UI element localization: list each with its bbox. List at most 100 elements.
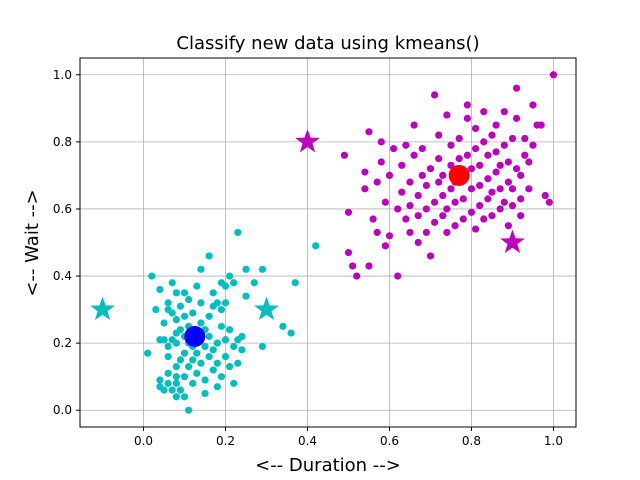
cluster-1-point xyxy=(217,305,226,314)
cluster-1-point xyxy=(168,279,176,287)
cluster-2-point xyxy=(476,181,484,190)
cluster-2-point xyxy=(430,198,439,206)
cluster-1-point xyxy=(226,272,234,280)
y-axis-label: <-- Wait --> xyxy=(22,189,43,296)
cluster-2-point xyxy=(500,141,508,149)
cluster-1-point xyxy=(172,393,180,401)
cluster-2-point xyxy=(406,178,414,186)
cluster-2-point xyxy=(451,222,459,230)
cluster-2-point xyxy=(443,205,451,213)
cluster-2-point xyxy=(414,212,422,220)
centroids xyxy=(184,164,470,347)
cluster-2-point xyxy=(476,161,484,169)
cluster-1-point xyxy=(238,332,246,341)
axis-ticks: 0.0 0.2 0.4 0.6 0.8 1.0 0.0 0.2 0.4 0.6 0.8 1.0 xyxy=(53,68,563,448)
cluster-1-point xyxy=(164,379,172,387)
cluster-2-point xyxy=(467,208,476,216)
cluster-2-point xyxy=(545,198,553,206)
cluster-1-point xyxy=(156,376,164,384)
cluster-1-point xyxy=(234,359,242,367)
cluster-1-point xyxy=(172,339,180,347)
chart-title: Classify new data using kmeans() xyxy=(176,33,479,54)
cluster-1-point xyxy=(205,332,213,341)
cluster-1-point xyxy=(172,316,180,324)
cluster-2-point xyxy=(443,111,451,119)
x-tick-label: 0.4 xyxy=(298,434,317,448)
cluster-1-point xyxy=(197,319,205,327)
cluster-2-point xyxy=(508,185,517,193)
cluster-2-point xyxy=(492,168,500,176)
new-data-points xyxy=(90,128,525,321)
cluster-2-point xyxy=(467,185,476,193)
cluster-1-point xyxy=(197,299,205,307)
y-tick-label: 1.0 xyxy=(53,68,72,82)
cluster-1-point xyxy=(221,336,230,344)
x-tick-label: 0.2 xyxy=(216,434,235,448)
y-tick-label: 0.0 xyxy=(53,403,72,417)
cluster-2-point xyxy=(422,228,430,237)
cluster-1-point xyxy=(209,289,217,297)
cluster-2-point xyxy=(517,212,525,220)
cluster-2-point xyxy=(504,178,512,186)
cluster-2-point xyxy=(496,185,504,193)
cluster-1-point xyxy=(193,369,201,377)
cluster-1-point xyxy=(189,379,197,387)
cluster-2-point xyxy=(353,272,361,280)
cluster-1-point xyxy=(217,322,226,330)
cluster-2-point xyxy=(480,215,488,223)
cluster-2-point xyxy=(344,208,353,216)
cluster-2-point xyxy=(504,222,512,230)
centroid-2 xyxy=(448,164,470,186)
cluster-2-point xyxy=(344,248,353,257)
y-tick-label: 0.6 xyxy=(53,202,72,216)
cluster-1-point xyxy=(180,312,189,320)
cluster-2-point xyxy=(426,252,435,260)
plot-frame xyxy=(79,57,577,428)
cluster-1-point xyxy=(230,379,238,387)
cluster-1-point xyxy=(287,329,295,337)
cluster-2-point xyxy=(512,114,521,122)
cluster-2-point xyxy=(365,128,373,136)
cluster-2-point xyxy=(381,198,389,206)
cluster-2-point xyxy=(467,165,476,173)
cluster-2-point xyxy=(406,228,414,237)
cluster-2-point xyxy=(369,215,377,223)
cluster-2-point xyxy=(484,175,492,183)
cluster-1-point xyxy=(217,373,226,381)
cluster-2-point xyxy=(488,131,496,139)
cluster-1-point xyxy=(258,342,267,351)
cluster-1-point xyxy=(176,302,185,310)
cluster-2-point xyxy=(377,138,385,146)
cluster-2-point xyxy=(422,205,430,213)
cluster-1-point xyxy=(180,289,189,297)
cluster-1-point xyxy=(160,319,168,327)
cluster-1-point xyxy=(189,309,197,317)
cluster-2-point xyxy=(418,144,426,153)
grid xyxy=(80,58,576,427)
cluster-1-point xyxy=(185,295,193,304)
cluster-2-point xyxy=(459,195,467,203)
cluster-2-point xyxy=(504,158,512,166)
cluster-1-point xyxy=(168,386,176,394)
cluster-2-point xyxy=(414,191,422,200)
cluster-2-point xyxy=(361,168,369,176)
cluster-2-point xyxy=(517,171,525,180)
x-tick-label: 1.0 xyxy=(544,434,563,448)
cluster-2-point xyxy=(476,202,484,210)
cluster-1-point xyxy=(189,356,197,364)
cluster-2-point xyxy=(537,121,545,129)
cluster-2-point xyxy=(394,205,402,213)
cluster-2-point xyxy=(435,155,443,163)
cluster-2-point xyxy=(521,134,529,143)
cluster-1-point xyxy=(172,379,180,387)
cluster-2-point xyxy=(385,232,394,240)
cluster-2-point xyxy=(525,185,533,193)
cluster-2-point xyxy=(365,262,373,270)
cluster-1-point xyxy=(180,393,189,401)
cluster-2-point xyxy=(410,121,418,129)
new-point-star xyxy=(500,229,525,254)
cluster-2-point xyxy=(529,141,537,149)
cluster-2-point xyxy=(541,191,549,200)
cluster-1-point xyxy=(201,389,209,398)
